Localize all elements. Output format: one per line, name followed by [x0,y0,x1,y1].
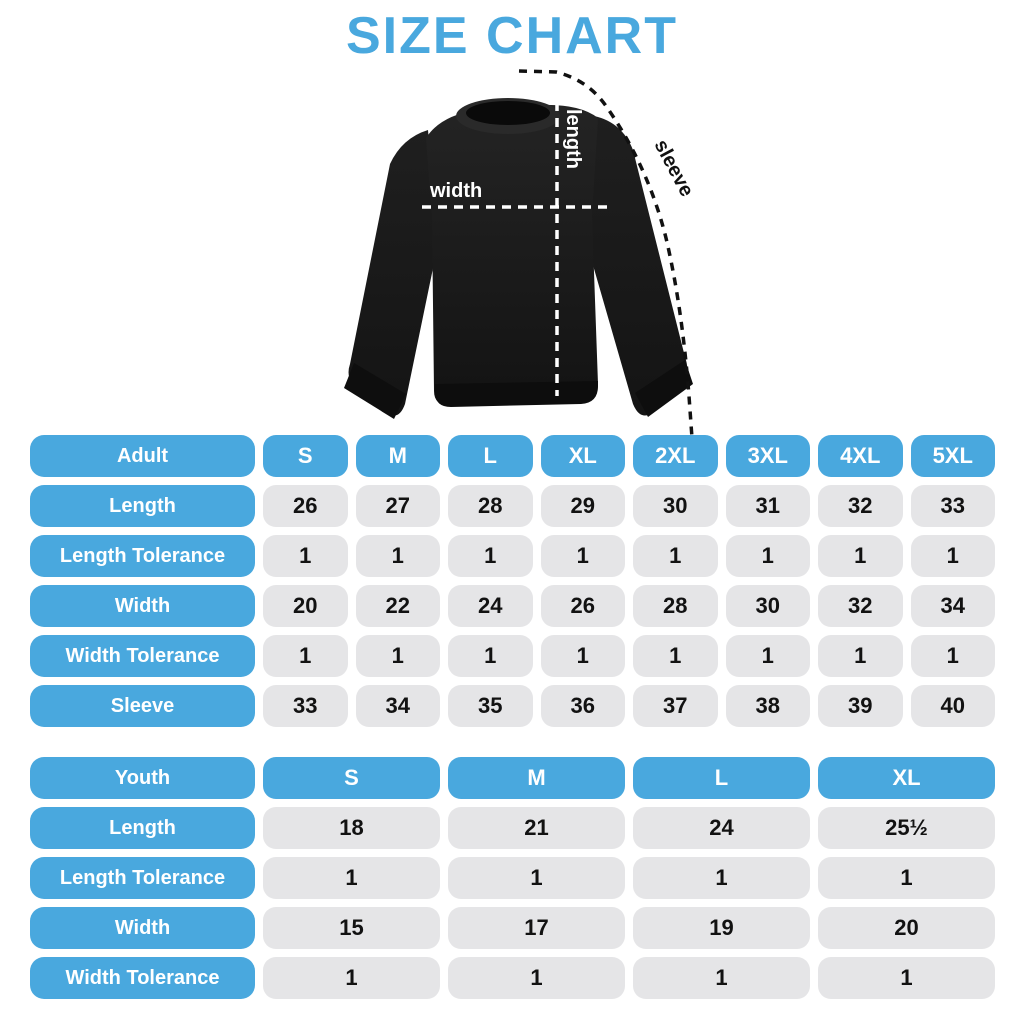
youth-value-cell: 1 [818,857,995,899]
adult-value-cell: 28 [633,585,718,627]
youth-value-cell: 1 [633,857,810,899]
youth-size-header-s: S [263,757,440,799]
youth-row-label-width-tolerance: Width Tolerance [30,957,255,999]
adult-value-cell: 32 [818,485,903,527]
adult-value-cell: 1 [633,635,718,677]
adult-table-title: Adult [30,435,255,477]
torso [426,104,598,406]
adult-value-cell: 34 [910,585,995,627]
adult-value-cell: 1 [355,535,440,577]
adult-value-cell: 30 [725,585,810,627]
youth-value-cell: 1 [448,857,625,899]
youth-value-cell: 15 [263,907,440,949]
adult-value-cell: 1 [263,635,348,677]
adult-value-cell: 1 [818,535,903,577]
sweatshirt-diagram: width length sleeve [330,66,710,440]
adult-value-cell: 1 [818,635,903,677]
youth-value-cell: 21 [448,807,625,849]
sweatshirt-illustration: width length sleeve [344,69,698,439]
adult-value-cell: 24 [448,585,533,627]
youth-size-header-m: M [448,757,625,799]
youth-value-cell: 1 [448,957,625,999]
youth-value-cell: 19 [633,907,810,949]
adult-value-cell: 26 [263,485,348,527]
sleeve-label: sleeve [650,136,698,200]
adult-value-cell: 39 [818,685,903,727]
adult-value-cell: 34 [355,685,440,727]
collar-opening [466,101,550,125]
left-cuff [344,363,406,419]
youth-row-label-length: Length [30,807,255,849]
adult-value-cell: 33 [910,485,995,527]
width-label: width [429,180,482,202]
youth-value-cell: 24 [633,807,810,849]
adult-value-cell: 1 [725,635,810,677]
youth-value-cell: 18 [263,807,440,849]
sleeve-measure-line [518,69,694,439]
adult-value-cell: 1 [910,635,995,677]
youth-value-cell: 17 [448,907,625,949]
adult-value-cell: 27 [355,485,440,527]
adult-value-cell: 32 [818,585,903,627]
youth-size-header-xl: XL [818,757,995,799]
adult-value-cell: 1 [910,535,995,577]
adult-value-cell: 28 [448,485,533,527]
adult-value-cell: 30 [633,485,718,527]
adult-row-label-sleeve: Sleeve [30,685,255,727]
adult-size-header-xl: XL [540,435,625,477]
adult-value-cell: 1 [448,535,533,577]
youth-value-cell: 1 [263,857,440,899]
adult-value-cell: 1 [448,635,533,677]
adult-value-cell: 33 [263,685,348,727]
adult-value-cell: 31 [725,485,810,527]
right-cuff [635,360,693,417]
page-title: SIZE CHART [346,7,678,65]
youth-value-cell: 1 [818,957,995,999]
hem-band [435,381,598,407]
adult-size-header-5xl: 5XL [910,435,995,477]
adult-value-cell: 35 [448,685,533,727]
adult-value-cell: 20 [263,585,348,627]
adult-value-cell: 1 [633,535,718,577]
adult-size-header-s: S [263,435,348,477]
length-label: length [562,109,584,169]
adult-size-header-2xl: 2XL [633,435,718,477]
youth-value-cell: 1 [633,957,810,999]
left-sleeve [348,130,438,416]
adult-value-cell: 1 [540,535,625,577]
adult-value-cell: 29 [540,485,625,527]
youth-value-cell: 25½ [818,807,995,849]
adult-value-cell: 1 [540,635,625,677]
adult-row-label-length: Length [30,485,255,527]
adult-size-header-m: M [355,435,440,477]
adult-value-cell: 1 [355,635,440,677]
adult-value-cell: 36 [540,685,625,727]
youth-size-header-l: L [633,757,810,799]
adult-size-header-l: L [448,435,533,477]
youth-table-title: Youth [30,757,255,799]
adult-size-header-3xl: 3XL [725,435,810,477]
adult-value-cell: 37 [633,685,718,727]
adult-row-label-length-tolerance: Length Tolerance [30,535,255,577]
youth-row-label-width: Width [30,907,255,949]
adult-row-label-width: Width [30,585,255,627]
adult-value-cell: 40 [910,685,995,727]
youth-row-label-length-tolerance: Length Tolerance [30,857,255,899]
right-sleeve [584,116,688,416]
adult-size-table: Adult S M L XL 2XL 3XL 4XL 5XL Length 26 27 28 29 30 31… [30,435,995,727]
adult-value-cell: 1 [725,535,810,577]
youth-value-cell: 1 [263,957,440,999]
youth-size-table: Youth S M L XL Length 18 21 24 25½ Length Toleranc… [30,757,995,999]
adult-value-cell: 26 [540,585,625,627]
adult-row-label-width-tolerance: Width Tolerance [30,635,255,677]
adult-value-cell: 1 [263,535,348,577]
youth-value-cell: 20 [818,907,995,949]
adult-size-header-4xl: 4XL [818,435,903,477]
adult-value-cell: 38 [725,685,810,727]
adult-value-cell: 22 [355,585,440,627]
